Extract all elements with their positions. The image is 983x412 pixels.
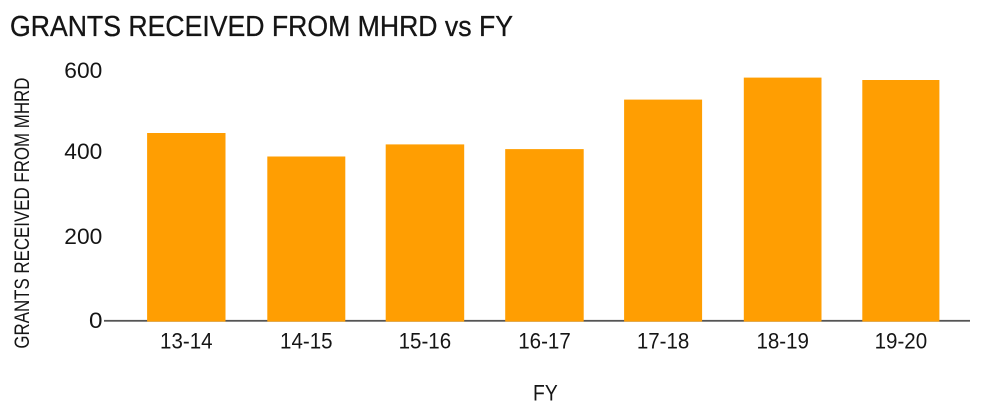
svg-text:GRANTS RECEIVED FROM MHRD: GRANTS RECEIVED FROM MHRD	[10, 78, 34, 349]
svg-text:200: 200	[64, 224, 102, 249]
svg-text:17-18: 17-18	[637, 328, 690, 353]
svg-text:18-19: 18-19	[756, 328, 809, 353]
svg-text:13-14: 13-14	[160, 328, 213, 353]
svg-text:FY: FY	[533, 380, 558, 405]
svg-text:GRANTS RECEIVED FROM MHRD vs F: GRANTS RECEIVED FROM MHRD vs FY	[10, 11, 513, 43]
svg-text:400: 400	[64, 139, 102, 164]
svg-text:0: 0	[89, 308, 103, 333]
svg-text:14-15: 14-15	[280, 328, 333, 353]
svg-text:600: 600	[64, 58, 102, 83]
svg-text:16-17: 16-17	[518, 328, 571, 353]
svg-text:15-16: 15-16	[399, 328, 452, 353]
svg-text:19-20: 19-20	[875, 328, 928, 353]
